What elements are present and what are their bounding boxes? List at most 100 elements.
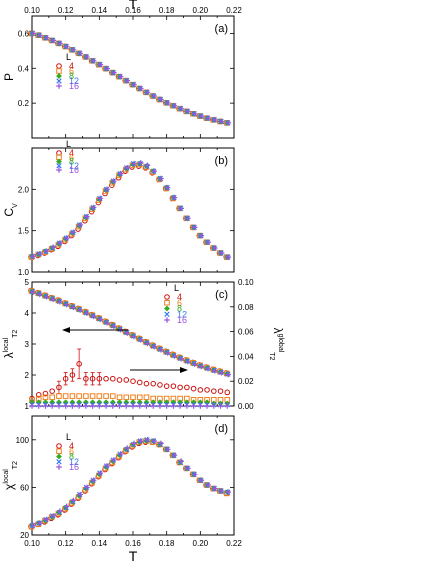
data-point-local xyxy=(124,330,131,336)
y-tick-label: 1.0 xyxy=(18,268,30,277)
data-point xyxy=(137,85,144,92)
legend-title: L xyxy=(174,283,179,293)
legend-label-16: 16 xyxy=(69,165,79,175)
data-point-global xyxy=(35,403,42,409)
legend-label-8: 8 xyxy=(69,71,74,81)
data-point xyxy=(111,69,117,76)
data-point-global xyxy=(103,375,109,382)
y-tick-label: 100 xyxy=(16,436,30,445)
data-point-global xyxy=(49,403,55,409)
data-point-global xyxy=(69,393,76,399)
data-point-global xyxy=(136,394,143,401)
data-point xyxy=(97,470,104,476)
y-axis-title: CV xyxy=(2,203,19,217)
data-point-local xyxy=(63,301,70,308)
legend-marker-4 xyxy=(56,443,62,449)
data-point-local xyxy=(36,291,43,298)
data-point-global xyxy=(89,393,96,399)
data-point-global xyxy=(42,403,49,409)
x-tick-label: 0.18 xyxy=(159,6,175,15)
arrow-left-head xyxy=(62,327,70,333)
data-point xyxy=(70,47,77,53)
data-point-global xyxy=(224,403,231,409)
data-point-local xyxy=(131,333,137,340)
data-point xyxy=(57,40,63,47)
data-point xyxy=(164,446,171,453)
panel-label: (b) xyxy=(215,155,228,167)
data-point xyxy=(63,235,70,241)
legend-marker-16 xyxy=(56,83,62,89)
data-point-global xyxy=(177,384,183,391)
data-point-global xyxy=(197,403,204,409)
bottom-x-axis-title: T xyxy=(129,548,138,564)
data-point-local xyxy=(151,343,157,350)
legend-label-8: 8 xyxy=(69,157,74,167)
data-point-global xyxy=(96,375,103,382)
legend-label-6: 6 xyxy=(69,446,74,456)
data-point xyxy=(111,457,117,463)
data-point-local xyxy=(198,363,205,370)
data-point xyxy=(137,160,144,166)
data-point xyxy=(57,240,63,246)
data-point-global xyxy=(143,380,150,387)
legend-marker-16 xyxy=(164,317,170,323)
data-point-global xyxy=(217,403,224,409)
y-axis-title: λlocalT2 xyxy=(2,330,19,359)
data-point xyxy=(205,482,211,488)
legend-label-6: 6 xyxy=(69,66,74,76)
plot-frame xyxy=(31,15,235,139)
legend-label-8: 8 xyxy=(69,452,74,462)
data-point-global xyxy=(49,388,56,394)
data-point-global xyxy=(89,403,96,409)
data-point-global xyxy=(56,393,62,399)
data-point-global xyxy=(170,383,177,389)
legend-label-12: 12 xyxy=(69,457,79,467)
data-point xyxy=(117,170,124,177)
data-point-global xyxy=(116,377,123,383)
legend-label-4: 4 xyxy=(69,441,74,451)
data-point-global xyxy=(96,393,103,399)
data-point-global xyxy=(76,393,82,399)
data-point xyxy=(36,32,43,38)
data-point xyxy=(70,229,77,236)
x-tick-label: 0.12 xyxy=(58,539,74,548)
data-point-global xyxy=(103,393,109,399)
y-right-tick-label: 0.02 xyxy=(238,377,254,386)
legend-marker-8 xyxy=(56,73,62,79)
data-point-global xyxy=(83,393,89,399)
x-tick-label: 0.16 xyxy=(125,6,141,15)
data-point xyxy=(178,105,184,112)
legend-marker-8 xyxy=(56,158,62,165)
data-point xyxy=(185,465,191,472)
data-point xyxy=(225,254,232,260)
data-point-local xyxy=(185,358,191,365)
legend-label-12: 12 xyxy=(69,76,79,86)
data-point-global xyxy=(130,378,136,385)
legend-title: L xyxy=(66,52,71,62)
data-point xyxy=(124,445,131,451)
data-point xyxy=(43,516,50,523)
x-tick-label: 0.20 xyxy=(193,539,209,548)
data-point xyxy=(171,452,178,459)
data-point xyxy=(70,497,77,504)
legend-label-12: 12 xyxy=(69,161,79,171)
data-point-global xyxy=(197,387,204,393)
y-right-tick-label: 0.00 xyxy=(238,402,254,411)
data-point xyxy=(90,204,97,211)
legend-title: L xyxy=(66,432,71,442)
data-point xyxy=(97,61,104,68)
data-point-global xyxy=(35,392,42,398)
data-point xyxy=(218,118,225,125)
data-point xyxy=(131,440,137,447)
data-point xyxy=(218,250,225,256)
data-point-local xyxy=(30,289,36,295)
data-point-global xyxy=(170,403,177,409)
y-axis-title: χlocalT2 xyxy=(2,461,19,490)
y-right-tick-label: 0.08 xyxy=(238,303,254,312)
legend-marker-12 xyxy=(164,311,170,317)
data-point xyxy=(77,222,83,228)
data-point-global xyxy=(184,384,190,391)
data-point-global xyxy=(123,394,130,401)
x-tick-label: 0.10 xyxy=(24,539,40,548)
data-point xyxy=(158,440,164,447)
